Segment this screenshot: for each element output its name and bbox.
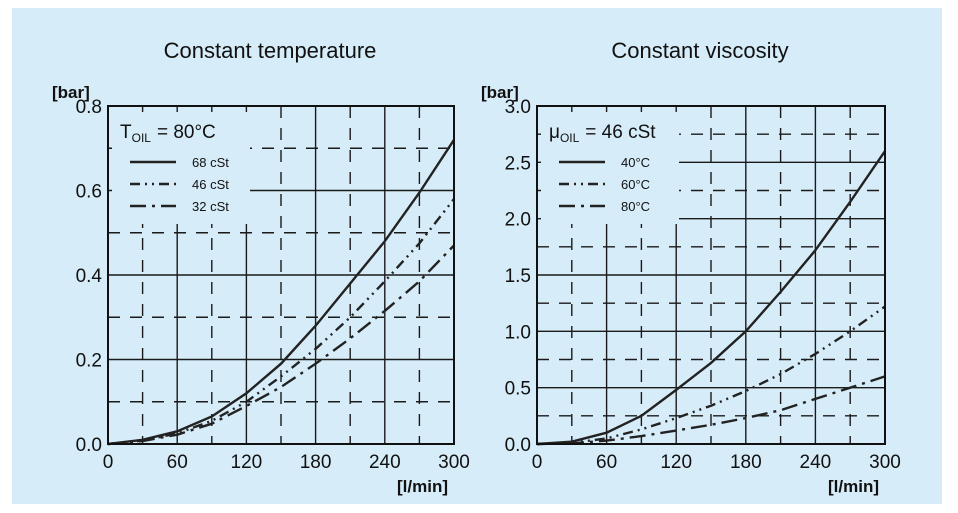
- y-tick-label: 2.5: [505, 153, 531, 174]
- series-line-2: [536, 305, 886, 446]
- y-axis-label: [bar]: [481, 83, 519, 102]
- figure-panel: Constant temperature 0.0 0.2 0.4 0.6 0.8 0 60 12…: [12, 8, 942, 504]
- x-tick-label: 0: [532, 452, 543, 473]
- chart-1: Constant temperature 0.0 0.2 0.4 0.6 0.8 0 60 12…: [52, 38, 470, 496]
- chart-canvas: Constant temperature 0.0 0.2 0.4 0.6 0.8 0 60 12…: [52, 38, 901, 496]
- y-tick-label: 3.0: [505, 97, 531, 118]
- legend-label: 80°C: [621, 199, 650, 214]
- legend-heading: TOIL = 80°C: [120, 122, 216, 145]
- chart-title: Constant temperature: [164, 38, 377, 63]
- plot-frame: [536, 105, 886, 445]
- legend-label: 46 cSt: [192, 177, 229, 192]
- y-tick-label: 0.4: [76, 266, 103, 287]
- series-line-3: [536, 375, 886, 446]
- legend-label: 32 cSt: [192, 199, 229, 214]
- series-line-1: [536, 150, 886, 446]
- x-tick-label: 60: [167, 452, 188, 473]
- y-tick-label: 0.5: [505, 379, 531, 400]
- chart-title: Constant viscosity: [611, 38, 788, 63]
- x-tick-label: 180: [300, 452, 332, 473]
- x-tick-label: 240: [369, 452, 401, 473]
- x-tick-label: 60: [596, 452, 617, 473]
- x-axis-label: [l/min]: [828, 477, 879, 496]
- y-tick-label: 0.0: [505, 435, 531, 456]
- x-tick-label: 300: [869, 452, 901, 473]
- y-tick-label: 0.6: [76, 182, 102, 203]
- legend-label: 68 cSt: [192, 155, 229, 170]
- x-axis-label: [l/min]: [397, 477, 448, 496]
- chart-2: Constant viscosity 0.0 0.5 1.0 1.5 2.0 2.5 3.0 0…: [481, 38, 901, 496]
- x-tick-label: 120: [660, 452, 692, 473]
- x-tick-label: 120: [231, 452, 263, 473]
- legend-label: 40°C: [621, 155, 650, 170]
- series-line-1: [107, 139, 456, 446]
- x-tick-label: 300: [438, 452, 470, 473]
- series-line-2: [107, 198, 455, 446]
- y-tick-label: 0.0: [76, 435, 102, 456]
- x-tick-label: 240: [800, 452, 832, 473]
- legend-label: 60°C: [621, 177, 650, 192]
- y-tick-label: 0.2: [76, 351, 102, 372]
- x-tick-label: 180: [730, 452, 762, 473]
- legend-heading: μOIL = 46 cSt: [549, 122, 656, 145]
- x-tick-label: 0: [103, 452, 114, 473]
- plot-frame: [107, 105, 455, 445]
- y-tick-label: 0.8: [76, 97, 102, 118]
- y-tick-label: 1.0: [505, 322, 531, 343]
- y-tick-label: 1.5: [505, 266, 531, 287]
- y-axis-label: [bar]: [52, 83, 90, 102]
- y-tick-label: 2.0: [505, 210, 531, 231]
